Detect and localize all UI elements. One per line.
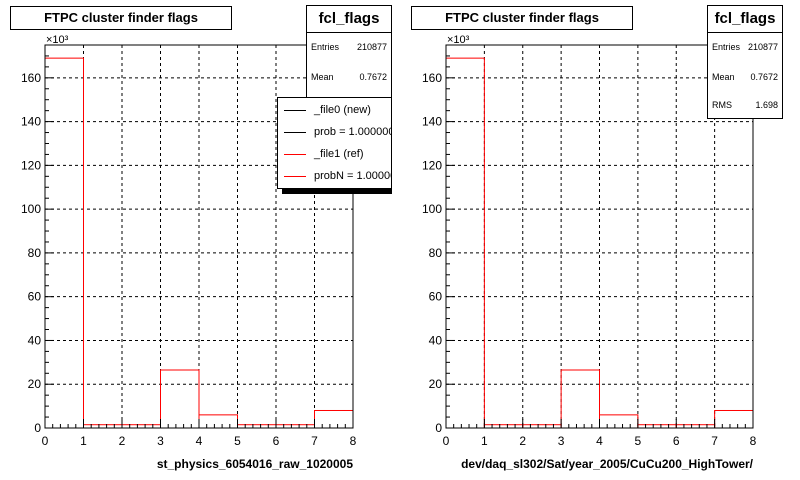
- legend-swatch-prob: [284, 132, 306, 133]
- legend-label-file1: _file1 (ref): [314, 148, 364, 160]
- left-xtick-label-7: 7: [311, 434, 318, 448]
- left-stats-entries-value: 210877: [356, 42, 387, 52]
- right-ytick-label-1: 20: [429, 377, 443, 391]
- left-xtick-label-6: 6: [273, 434, 280, 448]
- right-stats-box: fcl_flags Entries 210877 Mean 0.7672 RMS…: [707, 5, 783, 119]
- left-title-box: FTPC cluster finder flags: [10, 6, 232, 30]
- legend-swatch-file1: [284, 154, 306, 155]
- right-xtick-label-2: 2: [519, 434, 526, 448]
- right-ytick-label-7: 140: [422, 115, 442, 129]
- legend-swatch-file0: [284, 110, 306, 111]
- legend-label-probn: probN = 1.000000: [314, 170, 391, 182]
- left-stats-mean: Mean 0.7672: [311, 72, 387, 82]
- right-xtick-label-0: 0: [443, 434, 450, 448]
- right-bar-0-0: [445, 57, 485, 429]
- right-stats-entries: Entries 210877: [712, 42, 778, 52]
- right-bar-0-3: [560, 369, 600, 429]
- right-stats-entries-value: 210877: [747, 42, 778, 52]
- legend-label-prob: prob = 1.000000: [314, 126, 392, 138]
- left-stats-entries: Entries 210877: [311, 42, 387, 52]
- right-stats-name: fcl_flags: [708, 6, 782, 33]
- left-stats-entries-label: Entries: [311, 42, 340, 52]
- right-stats-mean-label: Mean: [712, 72, 735, 82]
- left-stats-box: fcl_flags Entries 210877 Mean 0.7672: [306, 5, 392, 99]
- right-ytick-label-0: 0: [435, 421, 442, 435]
- left-title: FTPC cluster finder flags: [44, 10, 198, 25]
- right-ytick-label-6: 120: [422, 158, 442, 172]
- left-stats-mean-label: Mean: [311, 72, 334, 82]
- right-stats-rms-value: 1.698: [755, 100, 778, 110]
- right-ytick-label-5: 100: [422, 202, 442, 216]
- left-ytick-label-8: 160: [21, 71, 41, 85]
- right-bar-0-7: [714, 409, 754, 429]
- left-ytick-label-0: 0: [34, 421, 41, 435]
- right-xlabel: dev/daq_sl302/Sat/year_2005/CuCu200_High…: [461, 457, 754, 471]
- left-bar-0-0: [44, 57, 84, 429]
- right-ytick-label-3: 60: [429, 290, 443, 304]
- right-stats-entries-label: Entries: [712, 42, 741, 52]
- right-xtick-label-3: 3: [558, 434, 565, 448]
- right-xtick-label-1: 1: [481, 434, 488, 448]
- right-ytick-label-8: 160: [422, 71, 442, 85]
- right-title: FTPC cluster finder flags: [445, 10, 599, 25]
- left-ytick-label-2: 40: [28, 333, 42, 347]
- left-xtick-label-3: 3: [157, 434, 164, 448]
- left-ytick-label-1: 20: [28, 377, 42, 391]
- right-ytick-label-4: 80: [429, 246, 443, 260]
- legend-entry-probn: probN = 1.000000: [278, 164, 391, 188]
- right-stats-rms-label: RMS: [712, 100, 732, 110]
- left-xtick-label-1: 1: [80, 434, 87, 448]
- legend-label-file0: _file0 (new): [314, 104, 371, 116]
- left-xlabel: st_physics_6054016_raw_1020005: [157, 457, 353, 471]
- left-ytick-label-4: 80: [28, 246, 42, 260]
- left-xtick-label-8: 8: [350, 434, 357, 448]
- left-y-multiplier: ×10³: [46, 34, 69, 46]
- right-xtick-label-4: 4: [596, 434, 603, 448]
- right-xtick-label-8: 8: [750, 434, 757, 448]
- left-bar-0-4: [198, 414, 238, 429]
- left-xtick-label-0: 0: [42, 434, 49, 448]
- left-bar-0-3: [160, 369, 200, 429]
- legend-swatch-probn: [284, 176, 306, 177]
- legend-entry-file0: _file0 (new): [278, 98, 391, 124]
- left-ytick-label-5: 100: [21, 202, 41, 216]
- left-xtick-label-5: 5: [234, 434, 241, 448]
- right-xtick-label-6: 6: [673, 434, 680, 448]
- legend-entry-file1: _file1 (ref): [278, 142, 391, 168]
- legend-entry-prob: prob = 1.000000: [278, 120, 391, 146]
- left-xtick-label-2: 2: [119, 434, 126, 448]
- left-ytick-label-6: 120: [21, 158, 41, 172]
- left-legend-box: _file0 (new) prob = 1.000000 _file1 (ref…: [277, 97, 392, 189]
- right-y-multiplier: ×10³: [447, 34, 470, 46]
- right-xtick-label-5: 5: [635, 434, 642, 448]
- left-bar-0-7: [314, 409, 354, 429]
- left-ytick-label-7: 140: [21, 115, 41, 129]
- right-ytick-label-2: 40: [429, 333, 443, 347]
- left-stats-mean-value: 0.7672: [359, 72, 387, 82]
- left-stats-name: fcl_flags: [307, 6, 391, 33]
- right-xtick-label-7: 7: [711, 434, 718, 448]
- left-xtick-label-4: 4: [196, 434, 203, 448]
- right-stats-mean: Mean 0.7672: [712, 72, 778, 82]
- right-stats-rms: RMS 1.698: [712, 100, 778, 110]
- right-stats-mean-value: 0.7672: [750, 72, 778, 82]
- left-ytick-label-3: 60: [28, 290, 42, 304]
- right-title-box: FTPC cluster finder flags: [411, 6, 633, 30]
- right-bar-0-4: [599, 414, 639, 429]
